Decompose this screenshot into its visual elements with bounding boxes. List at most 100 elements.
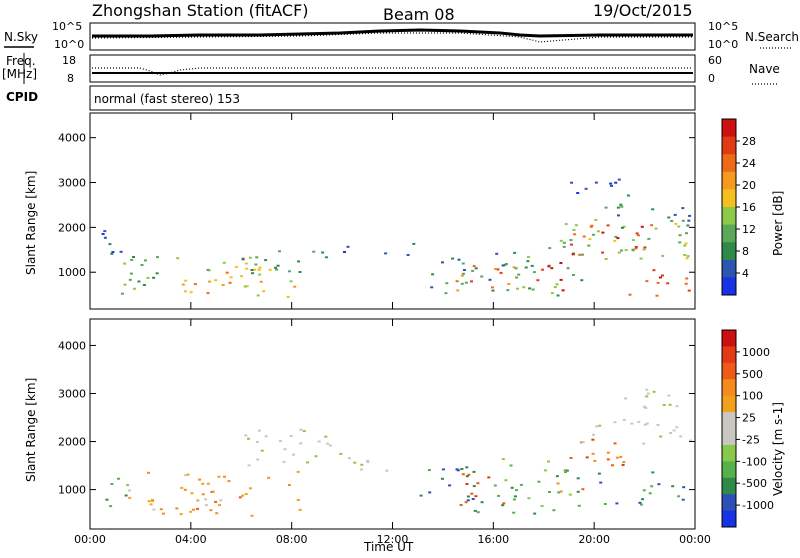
colorbar-swatch [722,461,736,479]
data-cell [467,473,471,476]
data-cell [574,224,578,227]
data-cell [267,476,271,479]
data-cell [658,276,662,279]
data-cell [241,257,245,260]
colorbar-swatch [722,207,736,226]
data-cell [651,208,655,211]
y-tick-label: 1000 [58,266,86,279]
data-cell [584,187,588,190]
data-cell [476,482,480,485]
data-cell [298,271,302,273]
freq-tick-top: 18 [62,54,76,67]
data-cell [175,507,179,510]
data-cell [599,481,603,484]
data-cell [353,461,357,464]
data-cell [149,503,153,506]
data-cell [215,512,219,515]
data-cell [528,287,532,290]
data-cell [591,452,595,455]
data-cell [506,289,510,292]
data-cell [563,469,567,472]
data-cell [565,469,569,472]
x-tick-label: 08:00 [276,533,308,546]
data-cell [569,457,573,459]
data-cell [687,289,691,292]
colorbar-frame [721,329,737,528]
data-cell [524,266,528,269]
data-cell [196,499,200,502]
x-tick-label: 00:00 [74,533,106,546]
data-cell [522,286,526,289]
data-cell [624,249,628,252]
data-cell [634,246,638,249]
data-cell [192,508,196,511]
data-cell [275,268,279,271]
data-cell [634,247,638,250]
data-cell [254,263,258,266]
data-cell [466,495,470,498]
data-cell [671,485,675,488]
data-cell [257,429,261,432]
data-cell [147,471,150,474]
data-cell [562,241,566,244]
data-cell [681,207,685,210]
data-cell [255,256,259,259]
data-cell [635,232,639,235]
data-cell [491,289,495,292]
data-cell [470,492,474,495]
data-cell [613,421,617,424]
data-cell [591,438,595,441]
data-cell [576,192,580,194]
data-cell [683,244,687,247]
data-cell [657,483,661,486]
data-cell [206,292,210,295]
data-cell [119,250,123,253]
data-cell [667,216,671,219]
data-cell [559,490,563,493]
data-cell [461,473,465,476]
data-cell [519,483,523,486]
data-cell [559,262,563,264]
data-cell [461,272,465,275]
data-cell [312,250,316,253]
data-cell [640,225,644,228]
data-cell [105,498,109,501]
data-cell [147,500,151,503]
colorbar-tick-label: 4 [742,267,749,280]
data-cell [241,494,245,497]
data-cell [132,256,135,258]
data-cell [588,238,592,241]
data-cell [648,492,652,495]
data-cell [146,276,150,279]
data-cell [466,499,470,502]
data-cell [464,501,468,504]
data-cell [223,475,226,478]
data-cell [654,227,658,230]
data-cell [184,279,188,282]
data-cell [204,504,208,507]
data-cell [516,287,520,290]
data-cell [613,442,617,445]
data-cell [179,513,183,516]
data-cell [540,505,544,507]
data-cell [662,404,666,406]
data-cell [685,232,688,235]
data-cell [324,256,328,259]
data-cell [515,489,518,492]
data-cell [110,252,114,255]
colorbar-swatch [722,477,736,495]
data-cell [152,508,156,511]
data-cell [617,251,621,254]
velocity-y-axis-label: Slant Range [km] [24,378,38,482]
colorbar-tick-label: 20 [742,179,756,192]
data-cell [642,442,646,445]
data-cell [463,269,466,271]
data-cell [543,469,547,472]
data-cell [123,262,127,265]
data-cell [579,441,583,444]
data-cell [111,251,115,254]
data-cell [615,456,619,459]
data-cell [248,256,252,259]
data-cell [570,243,573,246]
